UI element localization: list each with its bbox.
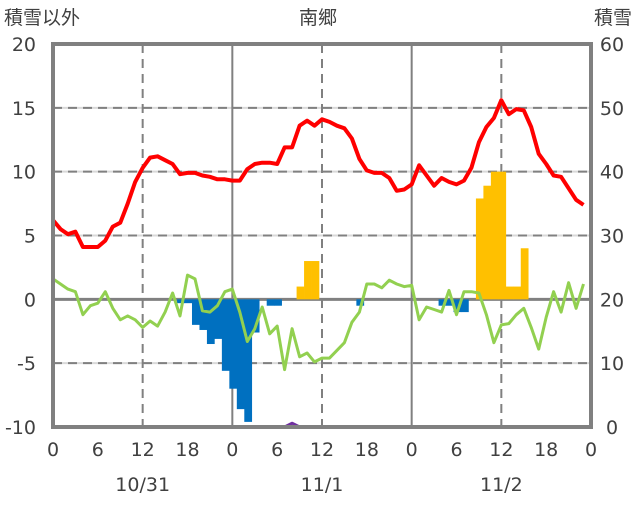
yellow-bar [483, 185, 492, 300]
left-tick-label: 15 [12, 98, 36, 120]
blue-bar [191, 299, 200, 325]
blue-bar [460, 299, 469, 313]
x-tick-label: 18 [175, 439, 199, 461]
x-tick-label: 6 [92, 439, 104, 461]
plot-frame [51, 42, 593, 429]
right-tick-label: 50 [600, 98, 624, 120]
blue-bar [356, 299, 365, 306]
green-line [52, 273, 585, 372]
blue-bar [214, 299, 223, 339]
x-tick-label: 12 [310, 439, 334, 461]
date-label: 10/31 [115, 474, 170, 496]
x-tick-label: 0 [406, 439, 418, 461]
yellow-bar [304, 261, 312, 300]
blue-bar [251, 299, 260, 333]
left-axis-title: 積雪以外 [4, 7, 80, 29]
x-tick-label: 12 [489, 439, 513, 461]
yellow-bar [475, 198, 484, 300]
blue-bar [199, 299, 208, 330]
yellow-bar [311, 261, 320, 300]
chart-title: 南郷 [299, 7, 337, 29]
x-tick-label: 18 [355, 439, 379, 461]
yellow-bar [498, 171, 507, 300]
blue-bar [229, 299, 238, 389]
right-tick-label: 30 [600, 226, 624, 248]
x-tick-label: 0 [585, 439, 597, 461]
blue-bar [244, 299, 253, 422]
red-line [51, 98, 585, 249]
left-tick-label: -5 [17, 353, 36, 375]
blue-bar [184, 299, 193, 304]
blue-bar [446, 299, 454, 306]
left-tick-label: 10 [12, 162, 36, 184]
blue-bar [221, 299, 230, 371]
yellow-bar [520, 248, 529, 300]
date-label: 11/1 [301, 474, 344, 496]
right-tick-label: 0 [606, 417, 618, 439]
blue-bar [177, 299, 185, 304]
left-tick-label: 20 [12, 34, 36, 56]
bars [177, 171, 529, 422]
x-tick-label: 6 [271, 439, 283, 461]
blue-bar [274, 299, 282, 306]
blue-bar [266, 299, 275, 306]
x-tick-label: 0 [47, 439, 59, 461]
date-label: 11/2 [480, 474, 523, 496]
x-tick-label: 6 [450, 439, 462, 461]
blue-bar [206, 299, 215, 345]
gridlines [53, 44, 591, 427]
blue-bar [438, 299, 447, 306]
yellow-bar [490, 171, 499, 300]
right-tick-label: 10 [600, 353, 624, 375]
right-tick-label: 40 [600, 162, 624, 184]
yellow-bar [296, 286, 305, 300]
right-axis-title: 積雪 [594, 7, 632, 29]
yellow-bar [505, 286, 514, 300]
right-tick-label: 20 [600, 289, 624, 311]
x-tick-label: 12 [131, 439, 155, 461]
blue-bar [236, 299, 245, 410]
right-tick-label: 60 [600, 34, 624, 56]
yellow-bar [513, 286, 522, 300]
left-tick-label: 0 [24, 289, 36, 311]
left-tick-label: 5 [24, 226, 36, 248]
blue-bar [453, 299, 462, 313]
x-tick-label: 0 [226, 439, 238, 461]
x-tick-label: 18 [534, 439, 558, 461]
left-tick-label: -10 [5, 417, 36, 439]
